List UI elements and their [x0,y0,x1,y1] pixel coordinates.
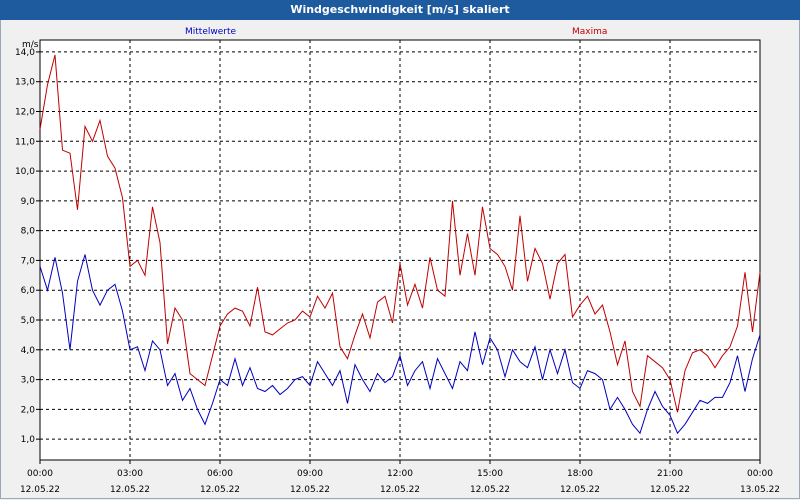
x-tick-date: 12.05.22 [110,485,150,495]
y-tick-label: 13,0 [15,78,35,88]
x-axis: 00:00 12.05.22 03:00 12.05.22 06:00 12.05.22 0… [20,460,780,495]
x-tick-date: 12.05.22 [290,485,330,495]
x-tick-time: 15:00 [477,469,503,479]
y-tick-label: 11,0 [15,137,35,147]
y-tick-label: 9,0 [21,197,36,207]
x-tick-time: 09:00 [297,469,323,479]
y-tick-label: 8,0 [21,227,36,237]
legend-mittelwerte: Mittelwerte [185,27,236,37]
y-tick-label: 7,0 [21,256,36,266]
y-tick-label: 3,0 [21,376,36,386]
x-tick-date: 12.05.22 [200,485,240,495]
window-title: Windgeschwindigkeit [m/s] skaliert [0,0,800,20]
x-tick-date: 12.05.22 [560,485,600,495]
x-tick-date: 12.05.22 [650,485,690,495]
x-tick-time: 00:00 [747,469,773,479]
series-line-mittelwerte [39,254,761,435]
x-tick-time: 21:00 [657,469,683,479]
x-tick-date: 13.05.22 [740,485,780,495]
x-tick-time: 03:00 [117,469,143,479]
y-tick-label: 12,0 [15,107,35,117]
x-tick-time: 00:00 [27,469,53,479]
x-tick-date: 12.05.22 [20,485,60,495]
y-axis-unit: m/s [22,40,39,50]
y-tick-label: 2,0 [21,405,36,415]
series-lines [39,54,761,435]
y-tick-label: 10,0 [15,167,35,177]
y-tick-label: 6,0 [21,286,36,296]
x-tick-time: 18:00 [567,469,593,479]
x-tick-date: 12.05.22 [380,485,420,495]
x-tick-time: 12:00 [387,469,413,479]
y-axis: 14,0 13,0 12,0 11,0 10,0 9,0 8,0 7,0 6,0 5,0 4,0 3,… [15,48,40,445]
y-tick-label: 5,0 [21,316,36,326]
y-tick-label: 4,0 [21,346,36,356]
y-tick-label: 1,0 [21,435,36,445]
x-tick-time: 06:00 [207,469,233,479]
series-line-maxima [39,54,761,413]
x-tick-date: 12.05.22 [470,485,510,495]
y-tick-label: 14,0 [15,48,35,58]
legend-maxima: Maxima [572,27,607,37]
